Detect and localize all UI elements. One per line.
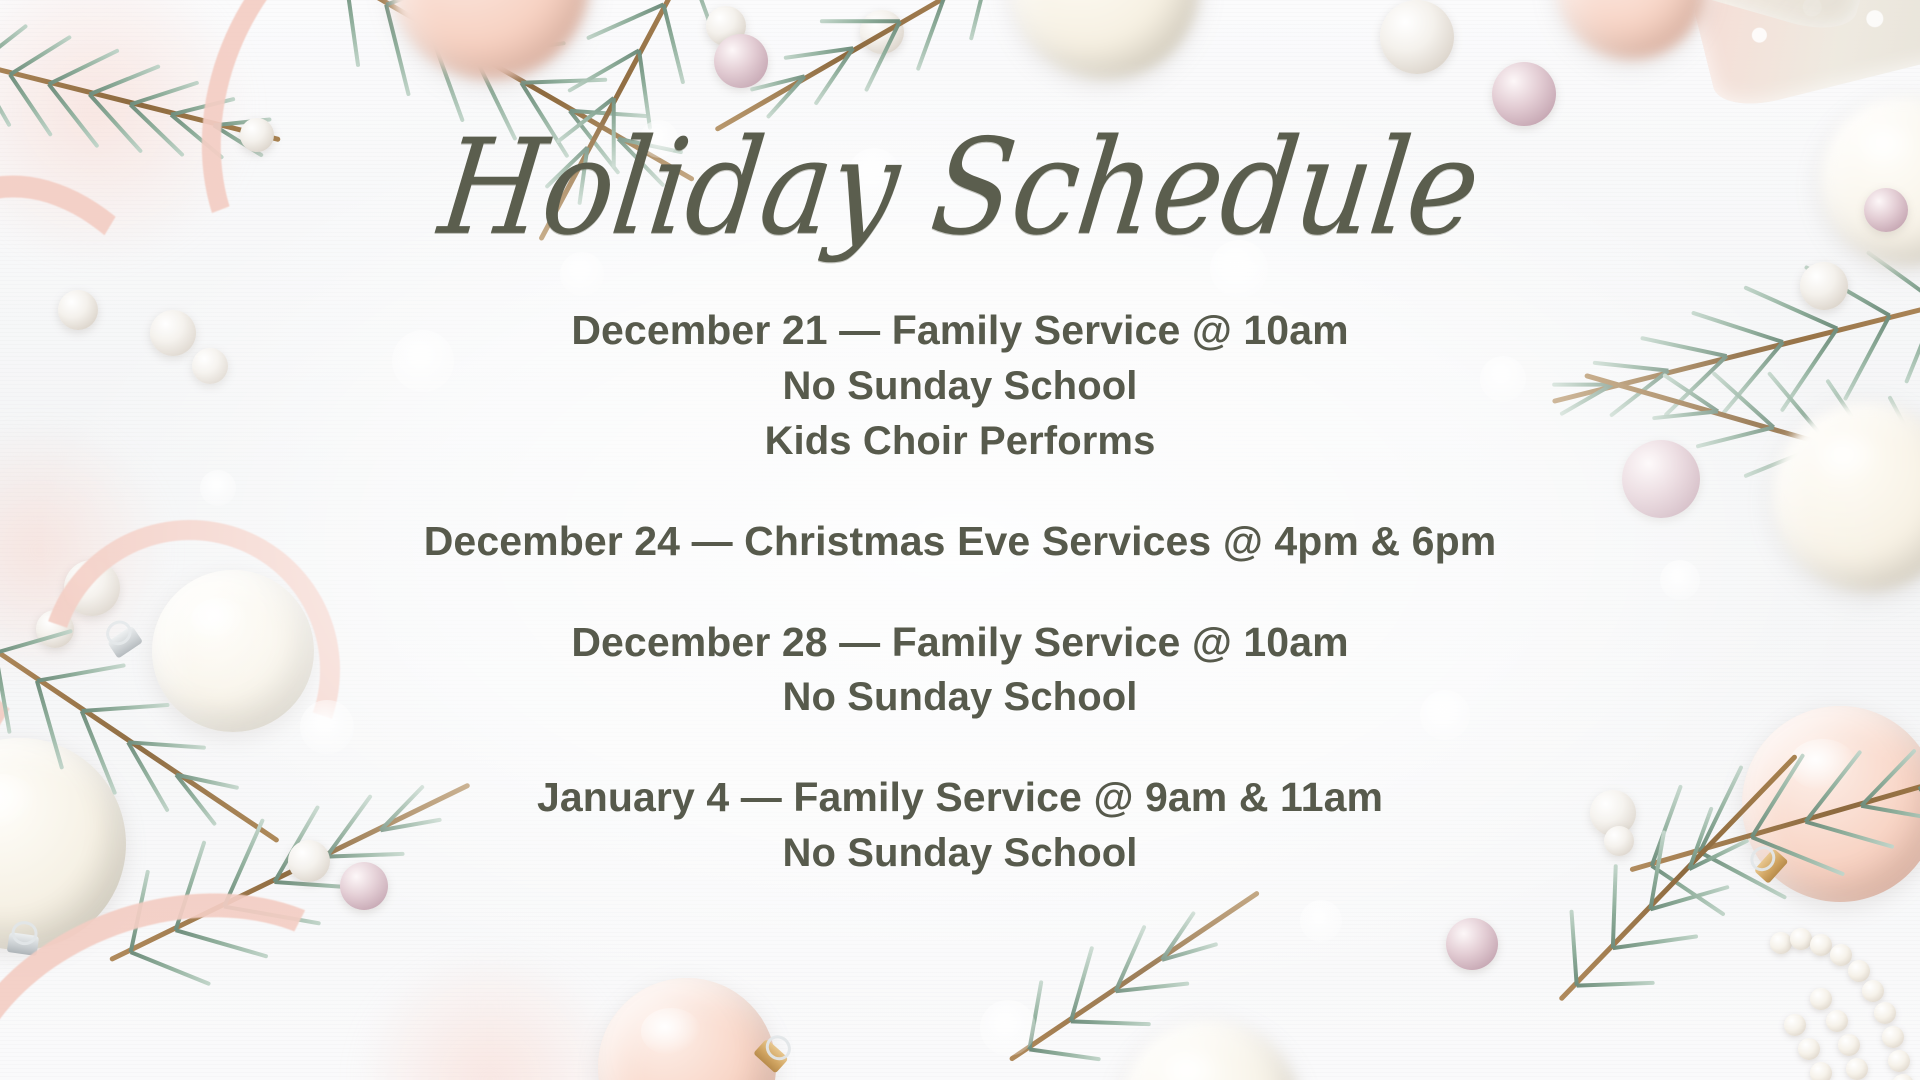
schedule-heading: December 21 — Family Service @ 10am [571,307,1349,353]
schedule-list: December 21 — Family Service @ 10am No S… [424,302,1497,881]
page-title: Holiday Schedule [432,109,1488,265]
schedule-block-jan-4: January 4 — Family Service @ 9am & 11am … [424,769,1497,881]
schedule-detail: Kids Choir Performs [764,418,1156,463]
schedule-heading: January 4 — Family Service @ 9am & 11am [536,774,1384,821]
schedule-block-dec-24: December 24 — Christmas Eve Services @ 4… [424,513,1497,570]
schedule-block-dec-21: December 21 — Family Service @ 10am No S… [424,302,1497,469]
schedule-detail: No Sunday School [782,830,1138,875]
schedule-heading: December 28 — Family Service @ 10am [571,618,1349,665]
schedule-block-dec-28: December 28 — Family Service @ 10am No S… [424,614,1497,726]
schedule-detail: No Sunday School [782,363,1138,408]
schedule-heading: December 24 — Christmas Eve Services @ 4… [423,517,1497,564]
schedule-detail: No Sunday School [782,675,1138,720]
